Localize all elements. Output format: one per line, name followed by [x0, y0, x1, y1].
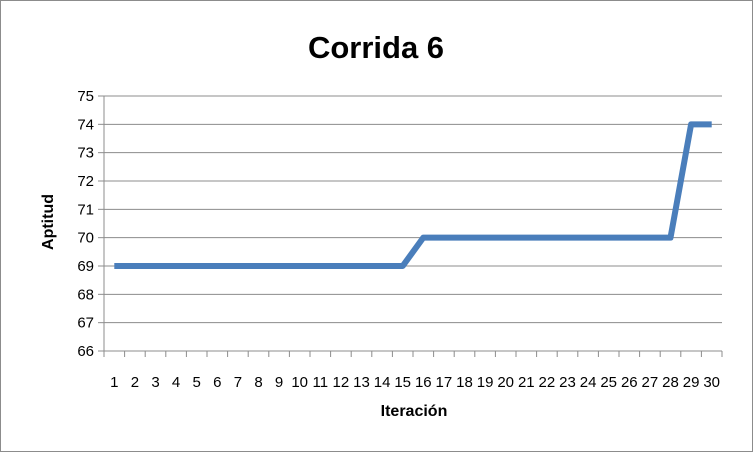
series-group [114, 121, 712, 269]
y-tick-label: 70 [77, 230, 94, 247]
x-tick-label: 30 [703, 374, 720, 391]
gridlines [104, 95, 722, 324]
x-tick-label: 18 [456, 374, 473, 391]
x-tick-label: 12 [333, 374, 350, 391]
x-tick-label: 10 [291, 374, 308, 391]
y-tick-labels: 66 67 68 69 70 71 72 73 74 75 [77, 88, 94, 360]
x-tick-label: 25 [600, 374, 617, 391]
x-tick-label: 2 [131, 374, 139, 391]
series-line [114, 121, 712, 269]
chart-title: Corrida 6 [308, 30, 444, 65]
x-tick-label: 26 [621, 374, 638, 391]
x-tick-label: 15 [394, 374, 411, 391]
x-tick-label: 5 [193, 374, 201, 391]
x-tick-label: 9 [275, 374, 283, 391]
x-tick-label: 16 [415, 374, 432, 391]
x-tick-label: 23 [559, 374, 576, 391]
y-tick-label: 74 [77, 116, 94, 133]
x-tick-label: 21 [518, 374, 535, 391]
x-tick-label: 14 [374, 374, 391, 391]
y-tick-label: 67 [77, 315, 94, 332]
x-tick-label: 27 [642, 374, 659, 391]
x-tick-label: 24 [580, 374, 597, 391]
x-tick-label: 6 [213, 374, 221, 391]
x-tick-label: 13 [353, 374, 370, 391]
axes [98, 95, 723, 357]
x-tick-label: 29 [683, 374, 700, 391]
x-tick-labels: 1 2 3 4 5 6 7 8 9 10 11 12 13 14 15 16 17 18 19 20 21 22 23 24 2… [110, 374, 720, 391]
y-tick-label: 71 [77, 201, 94, 218]
y-tick-label: 72 [77, 173, 94, 190]
x-tick-label: 7 [234, 374, 242, 391]
y-tick-label: 68 [77, 286, 94, 303]
y-tick-label: 75 [77, 88, 94, 105]
x-tick-label: 8 [254, 374, 262, 391]
x-axis-label: Iteración [381, 403, 448, 420]
y-axis-label: Aptitud [40, 194, 57, 250]
x-tick-label: 3 [151, 374, 159, 391]
y-tick-label: 69 [77, 258, 94, 275]
y-tick-label: 66 [77, 343, 94, 360]
x-tick-label: 22 [539, 374, 556, 391]
x-tick-label: 4 [172, 374, 180, 391]
x-tick-label: 11 [313, 374, 329, 391]
x-tick-label: 28 [662, 374, 679, 391]
x-tick-label: 1 [110, 374, 118, 391]
x-tick-label: 17 [436, 374, 453, 391]
x-tick-label: 20 [497, 374, 514, 391]
x-tick-label: 19 [477, 374, 494, 391]
y-tick-label: 73 [77, 145, 94, 162]
